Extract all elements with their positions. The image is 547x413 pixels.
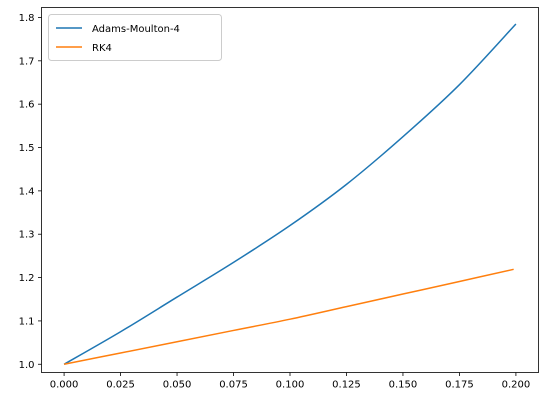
- x-tick-label: 0.125: [332, 380, 361, 391]
- y-tick-label: 1.2: [19, 273, 35, 284]
- x-tick-label: 0.175: [445, 380, 474, 391]
- y-tick-label: 1.1: [19, 316, 35, 327]
- y-tick-label: 1.7: [19, 56, 35, 67]
- y-tick-label: 1.3: [19, 230, 35, 241]
- y-tick-label: 1.8: [19, 13, 35, 24]
- y-tick-label: 1.0: [19, 360, 35, 371]
- x-tick-label: 0.150: [389, 380, 418, 391]
- series-line-adams-moulton-4: [63, 23, 517, 365]
- x-tick-label: 0.025: [106, 380, 135, 391]
- legend-label-rk4: RK4: [92, 43, 112, 54]
- y-tick-label: 1.4: [19, 186, 35, 197]
- x-tick-label: 0.050: [163, 380, 192, 391]
- y-axis-ticks: 1.0 1.1 1.2 1.3 1.4 1.5 1.6 1.7 1.8: [19, 13, 42, 371]
- legend: Adams-Moulton-4 RK4: [48, 14, 222, 61]
- x-axis-ticks: 0.000 0.025 0.050 0.075 0.100 0.125 0.150 0.175…: [50, 372, 531, 391]
- legend-box: [48, 14, 222, 61]
- y-tick-label: 1.5: [19, 143, 35, 154]
- x-tick-label: 0.100: [276, 380, 305, 391]
- series-line-rk4: [63, 268, 514, 365]
- y-tick-label: 1.6: [19, 100, 35, 111]
- x-tick-label: 0.075: [219, 380, 248, 391]
- x-tick-label: 0.000: [50, 380, 79, 391]
- x-tick-label: 0.200: [502, 380, 531, 391]
- series-layer: [63, 23, 517, 365]
- plot-frame: [41, 7, 539, 373]
- legend-label-adams-moulton-4: Adams-Moulton-4: [92, 24, 180, 35]
